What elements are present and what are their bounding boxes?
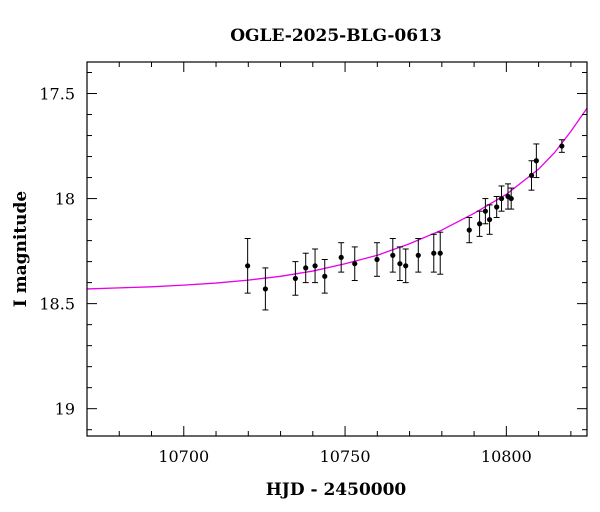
x-tick-label: 10800 [481, 447, 532, 466]
point-marker [437, 250, 443, 256]
y-tick-label: 18 [55, 190, 75, 209]
data-point [389, 237, 396, 273]
point-marker [322, 273, 328, 279]
plot-frame [86, 61, 588, 437]
point-marker [528, 172, 535, 179]
data-point [321, 259, 328, 294]
point-marker [533, 158, 539, 164]
point-marker [352, 261, 358, 267]
y-tick-label: 17.5 [39, 85, 75, 104]
point-marker [476, 221, 483, 227]
y-tick-label: 18.5 [39, 295, 75, 314]
point-marker [431, 250, 437, 256]
data-point [244, 237, 251, 294]
axis-ticks: 10700 10750 10800 17.5 18 18.5 19 [39, 62, 587, 466]
x-tick-label: 10750 [320, 447, 371, 466]
data-point [533, 143, 540, 179]
data-point [476, 210, 483, 237]
point-marker [403, 263, 409, 269]
point-marker [374, 256, 380, 263]
point-marker [415, 252, 421, 258]
point-marker [312, 263, 318, 269]
data-point [302, 252, 309, 284]
y-axis-label: I magnitude [11, 191, 31, 308]
data-point [338, 242, 345, 273]
data-point [508, 187, 515, 210]
point-marker [482, 208, 488, 214]
data-point [466, 216, 473, 244]
y-tick-label: 19 [55, 400, 75, 419]
data-point [396, 246, 403, 282]
x-axis-label: HJD - 2450000 [266, 480, 407, 500]
x-tick-label: 10700 [158, 447, 209, 466]
data-point [415, 237, 422, 273]
plot-area [87, 107, 587, 311]
data-point [402, 248, 409, 284]
data-point [558, 139, 565, 153]
data-point [374, 242, 380, 277]
point-marker [494, 204, 500, 210]
point-marker [498, 195, 505, 202]
data-point [493, 195, 500, 218]
point-marker [292, 275, 298, 282]
chart-title: OGLE-2025-BLG-0613 [230, 26, 442, 46]
point-marker [245, 263, 251, 269]
data-point [351, 246, 358, 282]
point-marker [262, 286, 268, 292]
data-point [292, 261, 299, 296]
point-marker [486, 216, 493, 223]
data-point [437, 231, 444, 275]
point-marker [508, 195, 514, 202]
point-marker [390, 252, 396, 258]
data-point [528, 160, 535, 191]
data-point [486, 204, 493, 235]
point-marker [338, 254, 344, 261]
point-marker [466, 227, 472, 233]
data-point [498, 185, 505, 212]
model-curve [87, 107, 587, 290]
point-marker [397, 261, 403, 267]
data-point [312, 248, 319, 284]
data-point [482, 198, 489, 225]
data-point [262, 267, 269, 311]
point-marker [559, 143, 565, 149]
point-marker [303, 265, 309, 271]
data-point [430, 233, 437, 273]
